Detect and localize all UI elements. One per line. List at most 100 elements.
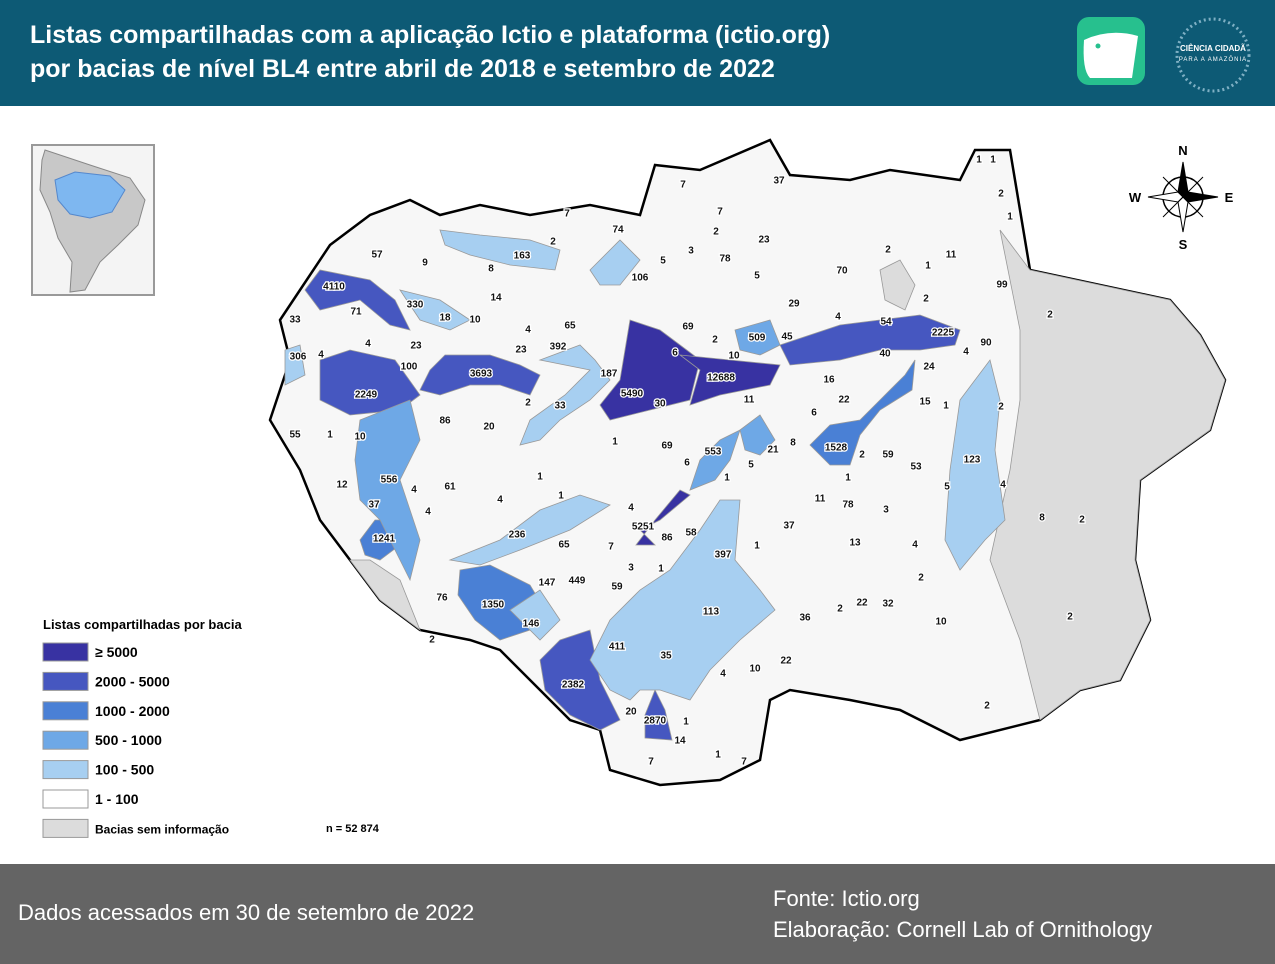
basin: [419, 354, 541, 396]
basin-label: 2: [998, 189, 1004, 200]
basin-label: 33: [289, 315, 301, 326]
basin-label: 2249: [355, 390, 378, 401]
basin-label: 2: [859, 450, 865, 461]
cc-logo-ring: [1175, 17, 1251, 93]
basin-label: 1: [845, 473, 851, 484]
basin-label: 59: [611, 582, 623, 593]
basin-label: 392: [550, 342, 567, 353]
basin-label: 4: [425, 507, 431, 518]
basin-label: 6: [672, 348, 678, 359]
basin-label: 8: [1039, 513, 1045, 524]
n-label: n = 52 874: [326, 823, 380, 835]
basin-label: 99: [996, 280, 1008, 291]
basin: [539, 629, 621, 731]
basin-label: 306: [290, 352, 307, 363]
basin-label: 14: [490, 293, 502, 304]
basin: [399, 289, 471, 331]
basin-label: 69: [682, 322, 694, 333]
legend-label: ≥ 5000: [95, 644, 138, 660]
basin-label: 65: [558, 540, 570, 551]
basin-label: 5490: [621, 389, 644, 400]
basin: [589, 499, 776, 701]
basins: [284, 229, 1226, 741]
compass-e: E: [1225, 190, 1234, 205]
basin-label: 18: [439, 313, 451, 324]
basin-label: 29: [788, 299, 800, 310]
basin-label: 8: [488, 264, 494, 275]
basin-label: 4: [318, 350, 324, 361]
basin-label: 76: [436, 593, 448, 604]
header-bar: [0, 0, 1275, 106]
basin-label: 106: [632, 273, 649, 284]
basin-label: 10: [935, 617, 947, 628]
basin-label: 21: [767, 445, 779, 456]
basin: [509, 589, 561, 641]
legend-swatch: [42, 760, 89, 780]
basin-label: 5: [660, 256, 666, 267]
basin-label: 3693: [470, 369, 493, 380]
legend-label: 1 - 100: [95, 791, 139, 807]
basin-label: 70: [836, 266, 848, 277]
basin: [304, 269, 411, 331]
basin-label: 2: [923, 294, 929, 305]
title-line: Listas compartilhadas com a aplicação Ic…: [30, 21, 830, 49]
basin: [519, 344, 611, 446]
basin-label: 163: [514, 251, 531, 262]
footer-bar: [0, 864, 1275, 964]
basin-label: 37: [773, 176, 785, 187]
basin-label: 45: [781, 332, 793, 343]
basin-label: 3: [688, 246, 694, 257]
basin: [944, 359, 1006, 571]
basin-label: 16: [823, 375, 835, 386]
basin-label: 2: [1047, 310, 1053, 321]
basin-label: 78: [842, 500, 854, 511]
basin-label: 1: [943, 401, 949, 412]
basin-label: 553: [705, 447, 722, 458]
basin-label: 86: [439, 416, 451, 427]
basin-label: 4: [628, 503, 634, 514]
basin-label: 10: [469, 315, 481, 326]
basin-label: 1: [1007, 212, 1013, 223]
basin-label: 147: [539, 578, 556, 589]
basin-label: 4: [365, 339, 371, 350]
basin-label: 58: [685, 528, 697, 539]
footer-source: Fonte: Ictio.org: [773, 886, 920, 911]
basin: [439, 229, 561, 271]
basin-label: 5: [748, 460, 754, 471]
legend-swatch: [42, 730, 89, 750]
basin-label: 1: [990, 155, 996, 166]
basin: [589, 239, 641, 286]
legend-swatch: [42, 671, 89, 691]
basin-label: 4: [411, 485, 417, 496]
basin-label: 4: [497, 495, 503, 506]
cc-logo-text: PARA A AMAZÔNIA: [1179, 56, 1247, 63]
basin-label: 20: [483, 422, 495, 433]
basin-label: 7: [741, 757, 747, 768]
basin-label: 2: [984, 701, 990, 712]
basin-label: 57: [371, 250, 383, 261]
basin-label: 5: [754, 271, 760, 282]
basin-label: 23: [515, 345, 527, 356]
basin: [809, 359, 916, 466]
basin-label: 236: [509, 530, 526, 541]
basin: [879, 259, 916, 311]
basin-label: 4: [963, 347, 969, 358]
legend-title: Listas compartilhadas por bacia: [43, 617, 242, 632]
basin-label: 74: [612, 225, 624, 236]
basin: [734, 319, 781, 356]
basin-label: 1: [925, 261, 931, 272]
legend-label: 500 - 1000: [95, 732, 162, 748]
basin-label: 78: [719, 254, 731, 265]
basin-label: 1: [683, 717, 689, 728]
legend-swatch: [42, 642, 89, 662]
basin: [678, 354, 781, 406]
basin-label: 2: [1067, 612, 1073, 623]
basin-label: 22: [856, 598, 868, 609]
basin-label: 54: [880, 317, 892, 328]
basin-label: 123: [964, 455, 981, 466]
basin-label: 3: [628, 563, 634, 574]
basin-label: 69: [661, 441, 673, 452]
basin-label: 10: [749, 664, 761, 675]
legend-label: 1000 - 2000: [95, 703, 170, 719]
basin-label: 7: [608, 542, 614, 553]
